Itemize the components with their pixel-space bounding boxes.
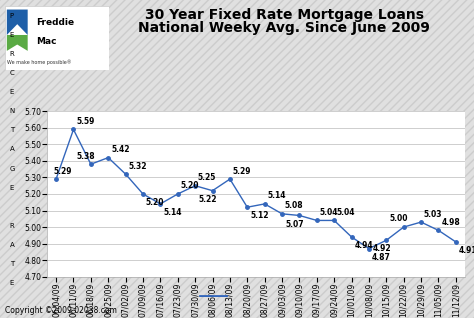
Text: 5.04: 5.04 xyxy=(319,208,338,217)
Text: 5.42: 5.42 xyxy=(111,145,129,154)
Text: Mac: Mac xyxy=(36,37,56,46)
Polygon shape xyxy=(7,35,27,51)
Text: Copyright ©2009 02038.com: Copyright ©2009 02038.com xyxy=(5,306,117,315)
Text: R: R xyxy=(9,223,14,229)
Text: 30 Year Fixed Rate Mortgage Loans: 30 Year Fixed Rate Mortgage Loans xyxy=(145,8,424,22)
Text: E: E xyxy=(9,280,14,286)
Text: 4.87: 4.87 xyxy=(372,253,391,262)
Polygon shape xyxy=(7,10,27,35)
Text: 5.03: 5.03 xyxy=(424,210,442,218)
Text: P: P xyxy=(10,13,14,19)
Text: N: N xyxy=(9,108,15,114)
Text: 4.98: 4.98 xyxy=(441,218,460,227)
Text: 5.07: 5.07 xyxy=(285,220,304,229)
Text: E: E xyxy=(9,89,14,95)
Text: 5.22: 5.22 xyxy=(199,195,217,204)
Text: 4.92: 4.92 xyxy=(373,245,391,253)
Text: We make home possible®: We make home possible® xyxy=(7,59,71,65)
Text: 4.91: 4.91 xyxy=(459,246,474,255)
Text: E: E xyxy=(9,185,14,190)
Text: National Weeky Avg. Since June 2009: National Weeky Avg. Since June 2009 xyxy=(138,21,430,35)
Text: 5.25: 5.25 xyxy=(198,173,216,182)
Text: 5.20: 5.20 xyxy=(181,182,199,190)
Text: G: G xyxy=(9,166,15,171)
Text: 5.29: 5.29 xyxy=(53,167,72,176)
Text: T: T xyxy=(10,261,14,267)
Text: C: C xyxy=(9,70,14,76)
Text: A: A xyxy=(9,147,14,152)
Text: 5.20: 5.20 xyxy=(146,198,164,207)
Text: 5.04: 5.04 xyxy=(337,208,356,217)
Text: 5.14: 5.14 xyxy=(267,191,286,200)
Text: 5.32: 5.32 xyxy=(128,162,147,170)
Text: 5.38: 5.38 xyxy=(77,152,96,161)
Text: T: T xyxy=(10,128,14,133)
Text: R: R xyxy=(9,51,14,57)
Text: 5.08: 5.08 xyxy=(285,201,303,210)
Text: 5.59: 5.59 xyxy=(76,117,95,126)
Text: 4.94: 4.94 xyxy=(355,241,373,250)
Text: 5.29: 5.29 xyxy=(233,167,251,176)
Text: Freddie: Freddie xyxy=(36,18,74,27)
Text: 5.00: 5.00 xyxy=(390,215,408,224)
Text: A: A xyxy=(9,242,14,248)
Text: 5.12: 5.12 xyxy=(250,211,269,220)
Text: 5.14: 5.14 xyxy=(163,208,182,217)
Text: E: E xyxy=(9,32,14,38)
